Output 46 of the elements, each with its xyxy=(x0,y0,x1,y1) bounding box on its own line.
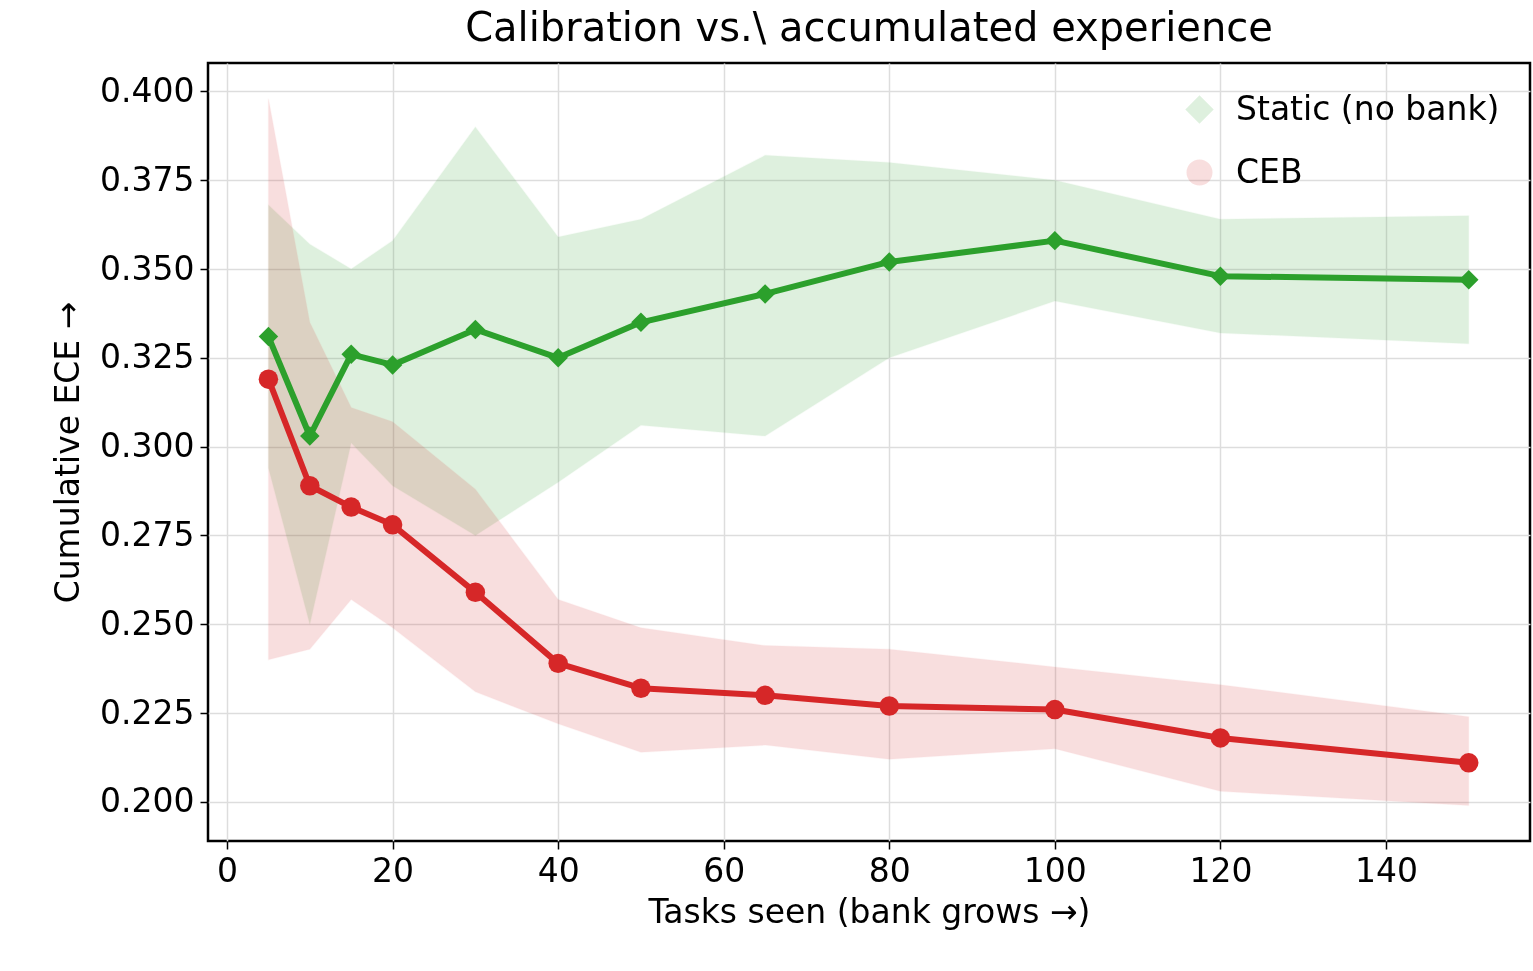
y-tick-label: 0.350 xyxy=(100,248,195,288)
point xyxy=(341,344,361,365)
point xyxy=(1045,699,1065,720)
x-tick-label: 60 xyxy=(703,850,746,890)
point xyxy=(879,252,900,272)
point xyxy=(300,476,320,496)
point xyxy=(382,355,403,375)
point xyxy=(1045,230,1065,251)
y-tick-label: 0.375 xyxy=(100,159,195,199)
y-tick-label: 0.225 xyxy=(100,692,195,732)
x-tick-label: 80 xyxy=(868,850,911,890)
chart-title: Calibration vs.\ accumulated experience xyxy=(465,4,1273,50)
point xyxy=(258,369,279,389)
legend-label: CEB xyxy=(1236,151,1303,191)
point xyxy=(631,678,651,698)
y-tick-label: 0.250 xyxy=(100,603,195,643)
point xyxy=(755,685,775,706)
x-tick-label: 20 xyxy=(372,850,415,890)
point xyxy=(382,515,403,535)
point xyxy=(631,312,651,333)
point xyxy=(341,497,361,517)
point xyxy=(755,284,775,304)
x-axis-title: Tasks seen (bank grows →) xyxy=(647,891,1091,931)
point xyxy=(258,326,279,347)
point xyxy=(548,348,568,368)
point xyxy=(1459,753,1479,773)
x-tick-label: 100 xyxy=(1023,850,1087,890)
legend-label: Static (no bank) xyxy=(1236,88,1500,128)
point xyxy=(879,696,900,716)
y-axis-title: Cumulative ECE → xyxy=(48,301,88,604)
point xyxy=(300,426,320,446)
y-tick-label: 0.400 xyxy=(100,70,195,110)
point xyxy=(1210,728,1231,748)
y-tick-label: 0.300 xyxy=(100,426,195,466)
y-tick-label: 0.200 xyxy=(100,781,195,821)
point xyxy=(1459,269,1479,290)
y-tick-label: 0.275 xyxy=(100,514,195,554)
point xyxy=(548,653,568,674)
x-tick-label: 40 xyxy=(537,850,580,890)
x-tick-label: 140 xyxy=(1354,850,1418,890)
point xyxy=(1210,266,1231,286)
x-tick-label: 0 xyxy=(217,850,239,890)
y-tick-label: 0.325 xyxy=(100,337,195,377)
point xyxy=(465,319,486,340)
point xyxy=(465,582,486,603)
x-tick-label: 120 xyxy=(1189,850,1253,890)
